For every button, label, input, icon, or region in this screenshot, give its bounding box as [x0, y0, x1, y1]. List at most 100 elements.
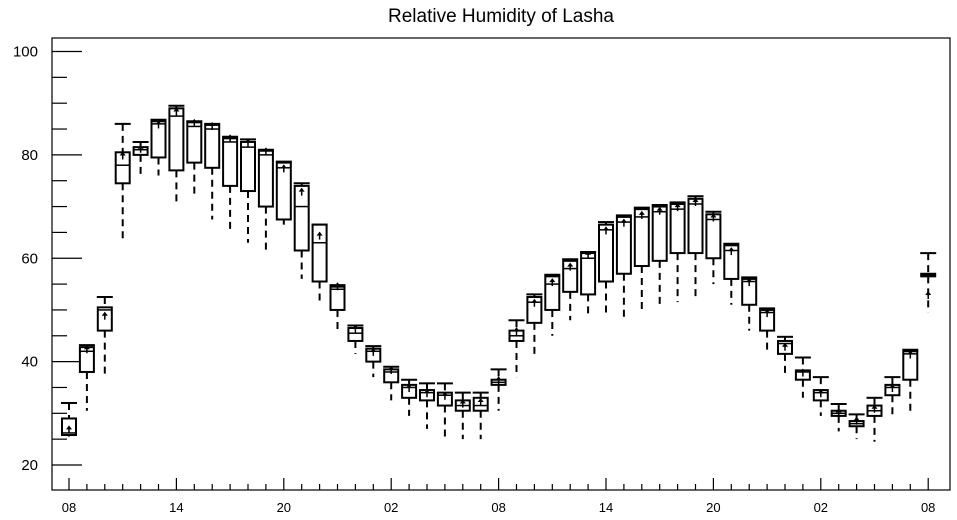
mean-marker-head [746, 278, 753, 283]
box-group [741, 276, 758, 331]
x-tick-label: 14 [599, 500, 613, 515]
box-group [186, 118, 203, 194]
box-group [526, 293, 543, 357]
box-series [61, 104, 937, 442]
box-group [240, 138, 256, 243]
box-group [812, 376, 829, 416]
box-group [902, 348, 919, 414]
box [311, 223, 328, 283]
box [687, 197, 704, 255]
x-tick-label: 08 [62, 500, 76, 515]
box [275, 161, 292, 221]
box-group [78, 344, 95, 411]
box-group [777, 335, 793, 378]
box [240, 140, 256, 193]
y-tick-label: 100 [13, 44, 38, 61]
box-group [884, 376, 901, 419]
box-group [651, 204, 668, 308]
mean-marker-head [495, 376, 502, 381]
x-tick-label: 02 [384, 500, 398, 515]
mean-marker-head [674, 203, 681, 208]
box-group [96, 296, 113, 375]
box-group [794, 356, 811, 398]
y-tick-label: 20 [21, 457, 38, 474]
box-group [132, 140, 149, 176]
x-tick-label: 02 [814, 500, 828, 515]
box-group [544, 273, 561, 336]
box [633, 208, 650, 268]
mean-marker-head [280, 164, 287, 169]
box-group [401, 378, 418, 416]
box-group [508, 319, 525, 378]
box-group [848, 413, 865, 440]
mean-marker-head [728, 247, 735, 252]
mean-marker-head [227, 134, 234, 139]
box-group [222, 134, 239, 230]
box [222, 137, 239, 187]
mean-marker-head [137, 144, 144, 149]
box [168, 107, 185, 172]
plot-frame [51, 37, 951, 491]
x-tick-label: 14 [169, 500, 183, 515]
box-group [419, 382, 435, 429]
x-tick-label: 20 [706, 500, 720, 515]
box [186, 121, 203, 164]
mean-marker-head [817, 389, 824, 394]
box-group [436, 382, 453, 437]
mean-marker-head [477, 398, 484, 403]
mean-marker-head [764, 309, 771, 314]
mean-marker-head [925, 291, 932, 296]
box-group [204, 121, 221, 220]
box-group [723, 242, 740, 305]
mean-marker-head [209, 121, 216, 126]
mean-marker-head [585, 250, 592, 255]
mean-marker-head [710, 213, 717, 218]
mean-marker-head [352, 324, 359, 329]
box-group [472, 391, 489, 440]
mean-marker-head [406, 384, 413, 389]
box-group [365, 345, 382, 378]
mean-marker-head [119, 151, 126, 156]
mean-marker-head [799, 368, 806, 373]
box-group [257, 147, 274, 251]
box-group [329, 282, 346, 334]
mean-marker-head [459, 399, 466, 404]
mean-marker-head [388, 365, 395, 370]
box-group [615, 214, 632, 318]
box-group [150, 118, 167, 176]
box-group [114, 122, 131, 243]
mean-marker-head [316, 231, 323, 236]
box-group [705, 210, 722, 285]
box-group [562, 258, 579, 321]
box-group [598, 221, 614, 316]
x-tick-label: 08 [491, 500, 505, 515]
box-group [454, 391, 471, 440]
box-group [830, 403, 847, 432]
x-tick-label: 08 [921, 500, 935, 515]
mean-marker-head [83, 345, 90, 350]
box [257, 149, 274, 208]
mean-marker-head [549, 278, 556, 283]
mean-marker-head [638, 210, 645, 215]
y-tick-label: 60 [21, 250, 38, 267]
box [598, 223, 614, 283]
box-group [759, 307, 776, 354]
box-group [633, 206, 650, 310]
mean-marker-head [656, 206, 663, 211]
mean-marker-head [835, 408, 842, 413]
box-group [61, 401, 77, 437]
mean-marker-head [567, 262, 574, 267]
mean-marker-head [853, 416, 860, 421]
box [526, 296, 543, 324]
y-axis: 20 40 60 80 100 [13, 44, 82, 474]
mean-marker-head [889, 384, 896, 389]
mean-marker-head [603, 226, 609, 231]
mean-marker-head [513, 327, 520, 332]
box-group [168, 104, 185, 202]
box [669, 202, 686, 255]
box-group [687, 195, 704, 300]
chart-title: Relative Humidity of Lasha [388, 6, 614, 27]
box-group [866, 396, 883, 442]
box [615, 215, 632, 275]
